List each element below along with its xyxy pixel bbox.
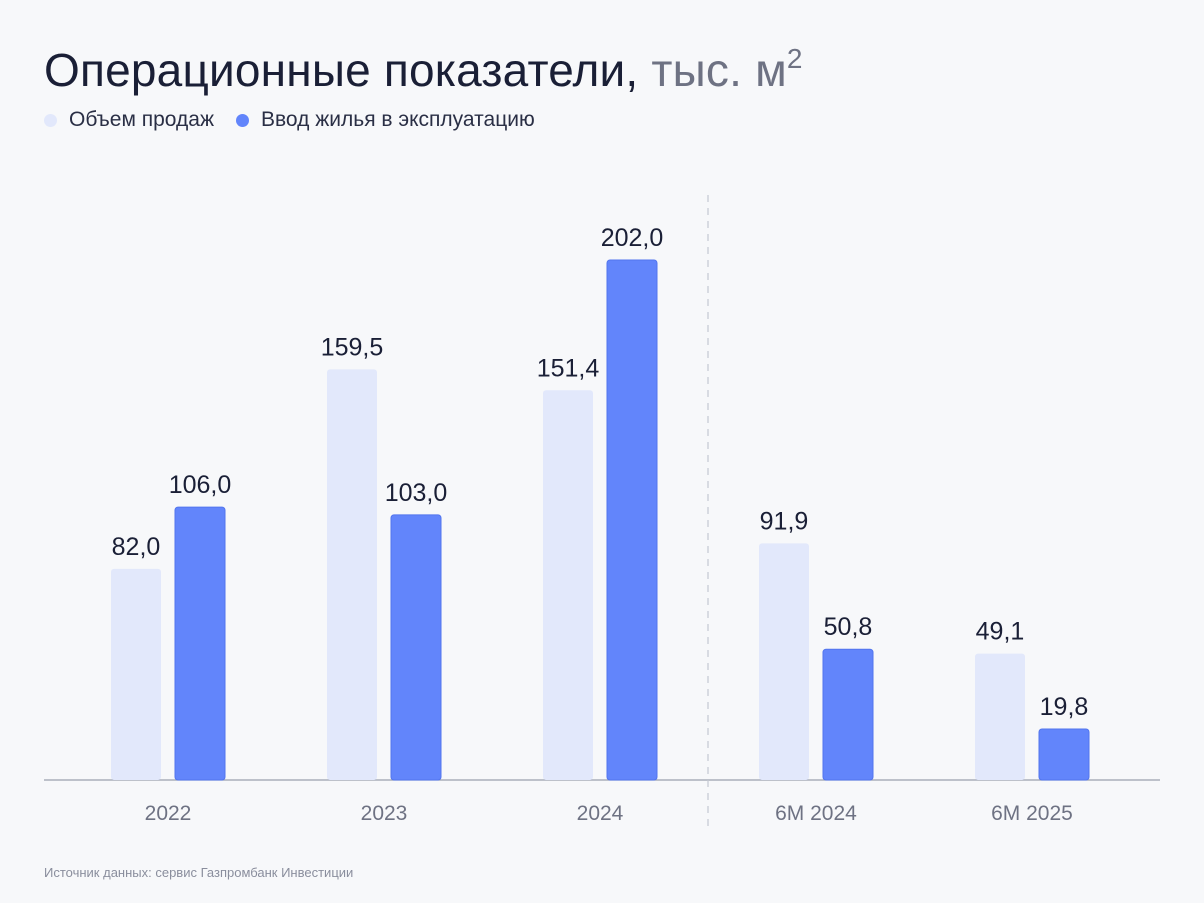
legend: Объем продаж Ввод жилья в эксплуатацию [44,106,535,134]
bar-value-label: 151,4 [537,354,600,382]
chart-title-unit-sup: 2 [786,43,803,74]
bar-value-label: 202,0 [601,224,664,252]
bar-value-label: 49,1 [976,618,1025,646]
chart-title-unit-text: тыс. м [651,44,787,96]
legend-item-sales: Объем продаж [44,106,214,134]
bar-value-label: 50,8 [824,613,873,641]
bar-value-label: 82,0 [112,533,161,561]
chart-title: Операционные показатели, тыс. м2 [44,40,803,100]
bar-value-label: 19,8 [1040,693,1089,721]
x-tick-label: 2022 [145,802,192,825]
bar-sales [543,390,593,780]
bar-commissioning [606,259,658,781]
legend-swatch-commissioning [236,113,249,127]
bar-sales [975,653,1025,780]
bar-commissioning [174,506,226,781]
legend-label-commissioning: Ввод жилья в эксплуатацию [261,108,535,131]
bar-sales [327,369,377,780]
x-tick-label: 2023 [361,802,408,825]
chart-title-unit: тыс. м2 [651,44,802,96]
bar-commissioning [390,514,442,781]
x-tick-label: 6М 2025 [991,802,1073,825]
bar-sales [759,543,809,780]
data-source-note: Источник данных: сервис Газпромбанк Инве… [44,865,354,880]
x-tick-label: 6М 2024 [775,802,857,825]
bar-value-label: 159,5 [321,333,384,361]
bar-commissioning [822,648,874,781]
x-tick-label: 2024 [577,802,624,825]
bar-commissioning [1038,728,1090,781]
legend-item-commissioning: Ввод жилья в эксплуатацию [236,106,535,134]
bar-value-label: 106,0 [169,471,232,499]
legend-swatch-sales [44,113,57,127]
bar-value-label: 103,0 [385,479,448,507]
bar-value-label: 91,9 [760,507,809,535]
chart-title-main: Операционные показатели, [44,44,639,96]
legend-label-sales: Объем продаж [69,108,214,131]
bar-sales [111,568,161,780]
